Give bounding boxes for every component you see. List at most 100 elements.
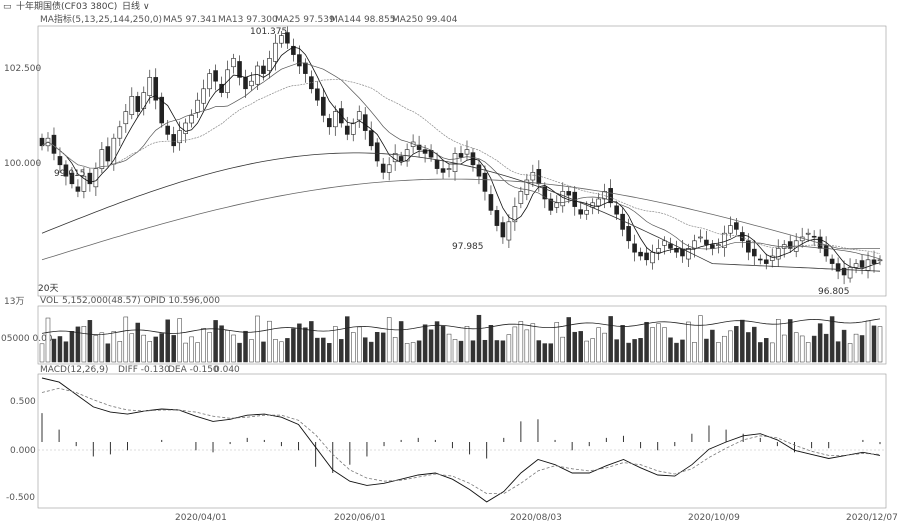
volume-bar [351,332,356,363]
candle-body [763,259,769,264]
candle-body [159,96,165,124]
volume-label[interactable]: VOL [40,296,58,306]
volume-bar [602,332,607,363]
volume-bar [584,340,589,363]
candle-body [841,267,847,276]
annotation-low-1: 99.015 [54,169,86,179]
candle-body [638,251,643,257]
date-tick-label: 2020/06/01 [334,513,386,523]
volume-bar [434,321,440,363]
chart-header: ▭ 十年期国债(CF03 380C) 日线 ∨ [3,0,150,12]
candle-body [267,58,272,71]
candle-body [69,172,75,185]
candle-body [829,258,835,264]
macd-dea-value: DEA -0.150 [168,365,219,375]
volume-bar [823,333,829,363]
candle-body [632,243,637,253]
candle-body [344,125,350,135]
macd-tick-label: 0.000 [10,446,36,456]
annotation-low-3: 96.805 [818,287,850,297]
volume-bar [524,329,530,363]
volume-bar [440,325,446,363]
volume-bar [458,340,464,363]
volume-bar [626,342,631,363]
volume-bar [548,343,554,363]
candle-body [686,248,691,260]
candle-body [321,96,326,116]
candle-body [332,111,338,128]
candle-body [380,163,386,173]
volume-bar [386,317,392,363]
macd-tick-label: -0.500 [6,493,35,503]
candle-body [542,186,548,200]
candle-body [147,77,153,96]
macd-legend: MACD(12,26,9) DIFF -0.130 DEA -0.150 0.0… [40,365,240,375]
volume-bar [770,342,775,363]
candle-body [291,45,296,55]
volume-bar [63,341,69,363]
candle-body [243,77,248,90]
volume-bar [87,320,93,363]
macd-label[interactable]: MACD(12,26,9) [40,365,108,375]
volume-panel-frame [37,305,887,365]
volume-bar [734,326,739,363]
candle-body [117,126,123,139]
candle-body [440,168,446,173]
volume-bar [255,315,260,363]
ma25-value: MA25 97.539 [275,15,335,25]
candle-body [530,172,536,181]
volume-bar [560,336,566,363]
volume-bar [877,326,883,363]
volume-bar [530,323,536,363]
volume-bar [45,317,51,363]
volume-bar [39,343,45,363]
date-tick-label: 2020/12/07 [846,513,898,523]
volume-bar [668,337,673,363]
candle-body [566,191,572,196]
volume-bar [680,339,685,363]
volume-bar [644,321,649,363]
volume-bar [740,319,745,363]
candle-body [416,144,422,150]
candle-body [273,42,278,62]
candle-body [751,248,757,257]
volume-bar [368,341,374,363]
volume-bar [859,335,865,363]
volume-bar [57,336,63,363]
volume-legend: 13万 VOL 5,152,000(48.57) OPID 10.596,000… [1,296,220,344]
volume-bar [728,330,733,363]
chevron-down-icon[interactable]: ∨ [143,2,150,12]
volume-bar [722,335,727,363]
volume-bar [853,333,859,363]
candle-body [129,96,135,115]
volume-bar [470,340,476,363]
volume-bar [752,326,757,363]
candle-body [506,221,512,241]
candle-body [746,240,751,253]
candle-body [123,111,129,125]
volume-bar [596,327,601,363]
price-tick-label: 100.000 [4,159,41,169]
volume-bar [871,325,877,363]
ma-label[interactable]: MA指标(5,13,25,144,250,0) [40,13,162,25]
macd-diff-line [41,377,881,503]
candle-body [261,65,266,74]
volume-bar [285,338,290,363]
candle-body [865,259,871,271]
volume-bar [536,340,542,363]
candle-body [769,255,775,261]
volume-bar [638,338,643,363]
period-selector[interactable]: 日线 [122,0,140,12]
candle-body [823,245,829,257]
candle-body [488,194,494,211]
candle-body [650,251,655,264]
candle-body [249,80,254,87]
volume-bar [51,338,57,363]
volume-bar [847,343,853,363]
candle-body [57,156,63,166]
volume-bar [710,329,715,363]
candle-body [835,263,841,272]
volume-bar [865,320,871,363]
candle-body [458,153,464,158]
